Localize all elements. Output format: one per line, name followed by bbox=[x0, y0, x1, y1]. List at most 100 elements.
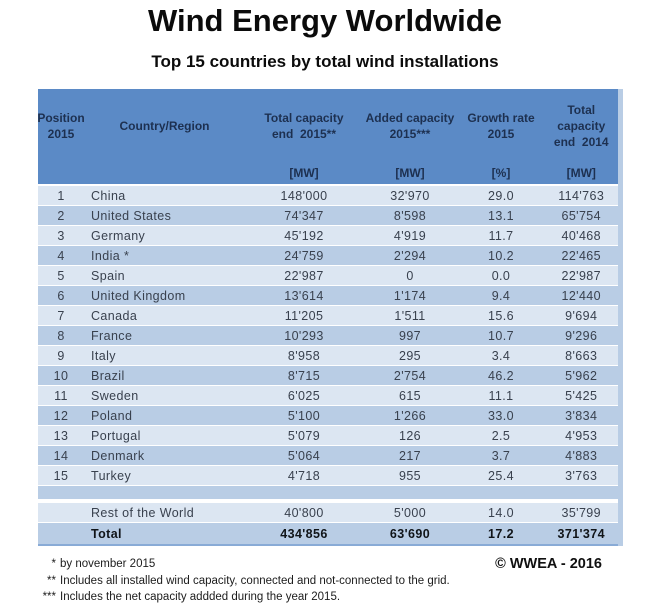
cell-total-2015: 24'759 bbox=[245, 245, 363, 266]
column-header-added-capacity-2015: Added capacity 2015*** [MW] bbox=[363, 89, 457, 186]
cell-position: 3 bbox=[38, 225, 84, 246]
cell-growth-2015: 46.2 bbox=[457, 365, 545, 386]
column-header-unit: [MW] bbox=[566, 166, 596, 180]
cell-added-2015: 126 bbox=[363, 425, 457, 446]
cell-total-2015: 5'064 bbox=[245, 445, 363, 466]
footnote-line: * by november 2015 bbox=[30, 558, 450, 572]
cell-total-2014: 3'834 bbox=[545, 405, 620, 426]
cell-total-2014: 9'694 bbox=[545, 305, 620, 326]
cell-growth-2015: 13.1 bbox=[457, 205, 545, 226]
cell-country: Germany bbox=[84, 225, 245, 246]
cell-country: Poland bbox=[84, 405, 245, 426]
cell-position: 5 bbox=[38, 265, 84, 286]
table-row: 9 Italy 8'958 295 3.4 8'663 bbox=[38, 345, 620, 366]
cell-position: 12 bbox=[38, 405, 84, 426]
column-header-label: Added capacity 2015*** bbox=[365, 110, 455, 141]
footnote-text: by november 2015 bbox=[60, 558, 156, 570]
table-row: 1 China 148'000 32'970 29.0 114'763 bbox=[38, 185, 620, 206]
cell-added-2015: 4'919 bbox=[363, 225, 457, 246]
cell-total-2015: 4'718 bbox=[245, 465, 363, 486]
cell-country: United States bbox=[84, 205, 245, 226]
cell-country: Total bbox=[84, 522, 245, 546]
cell-country: Rest of the World bbox=[84, 503, 245, 523]
copyright: © WWEA - 2016 bbox=[495, 556, 602, 572]
footnote-marker: ** bbox=[47, 574, 56, 587]
cell-added-2015: 615 bbox=[363, 385, 457, 406]
summary-row-total: Total 434'856 63'690 17.2 371'374 bbox=[38, 522, 620, 546]
footnote-marker: *** bbox=[42, 591, 56, 603]
summary-row-rest-of-world: Rest of the World 40'800 5'000 14.0 35'799 bbox=[38, 503, 620, 523]
cell-total-2015: 6'025 bbox=[245, 385, 363, 406]
cell-added-2015: 0 bbox=[363, 265, 457, 286]
column-header-country: Country/Region bbox=[84, 89, 245, 186]
cell-growth-2015: 0.0 bbox=[457, 265, 545, 286]
cell-total-2015: 10'293 bbox=[245, 325, 363, 346]
cell-country: Turkey bbox=[84, 465, 245, 486]
cell-total-2015: 8'958 bbox=[245, 345, 363, 366]
footnote-text: Includes the net capacity addded during … bbox=[60, 591, 341, 603]
cell-total-2014: 35'799 bbox=[545, 503, 620, 523]
table-row: 10 Brazil 8'715 2'754 46.2 5'962 bbox=[38, 365, 620, 386]
cell-country: Brazil bbox=[84, 365, 245, 386]
table-body: 1 China 148'000 32'970 29.0 114'763 2 United St… bbox=[38, 185, 620, 546]
cell-country: United Kingdom bbox=[84, 285, 245, 306]
cell-total-2014 bbox=[545, 485, 620, 500]
cell-position bbox=[38, 485, 84, 500]
cell-total-2014: 65'754 bbox=[545, 205, 620, 226]
table-row: 15 Turkey 4'718 955 25.4 3'763 bbox=[38, 465, 620, 486]
cell-country: Italy bbox=[84, 345, 245, 366]
table-header: Position 2015 Country/Region Total capac… bbox=[37, 89, 620, 186]
table-row: 14 Denmark 5'064 217 3.7 4'883 bbox=[38, 445, 620, 466]
cell-country: Canada bbox=[84, 305, 245, 326]
table-row: 6 United Kingdom 13'614 1'174 9.4 12'440 bbox=[38, 285, 620, 306]
table-row: 2 United States 74'347 8'598 13.1 65'754 bbox=[38, 205, 620, 226]
cell-position: 1 bbox=[38, 185, 84, 206]
cell-added-2015: 2'754 bbox=[363, 365, 457, 386]
cell-total-2014: 3'763 bbox=[545, 465, 620, 486]
table-row: 8 France 10'293 997 10.7 9'296 bbox=[38, 325, 620, 346]
cell-growth-2015: 2.5 bbox=[457, 425, 545, 446]
footnote-text: Includes all installed wind capacity, co… bbox=[60, 574, 450, 587]
cell-total-2014: 4'883 bbox=[545, 445, 620, 466]
cell-position: 2 bbox=[38, 205, 84, 226]
cell-position: 11 bbox=[38, 385, 84, 406]
cell-position: 7 bbox=[38, 305, 84, 326]
cell-growth-2015: 11.7 bbox=[457, 225, 545, 246]
cell-added-2015: 2'294 bbox=[363, 245, 457, 266]
cell-total-2015 bbox=[245, 485, 363, 500]
cell-country: Sweden bbox=[84, 385, 245, 406]
cell-country: India * bbox=[84, 245, 245, 266]
column-header-label: Total capacity end 2015** bbox=[264, 110, 344, 141]
column-header-total-capacity-2014: Total capacity end 2014 [MW] bbox=[545, 89, 620, 186]
column-header-label: Position 2015 bbox=[37, 110, 85, 141]
cell-position: 8 bbox=[38, 325, 84, 346]
cell-country: Portugal bbox=[84, 425, 245, 446]
cell-total-2015: 11'205 bbox=[245, 305, 363, 326]
cell-country: Spain bbox=[84, 265, 245, 286]
cell-total-2014: 22'987 bbox=[545, 265, 620, 286]
cell-country bbox=[84, 485, 245, 500]
cell-added-2015: 32'970 bbox=[363, 185, 457, 206]
cell-added-2015: 8'598 bbox=[363, 205, 457, 226]
cell-added-2015: 295 bbox=[363, 345, 457, 366]
cell-growth-2015: 10.2 bbox=[457, 245, 545, 266]
cell-growth-2015: 29.0 bbox=[457, 185, 545, 206]
table-row: 7 Canada 11'205 1'511 15.6 9'694 bbox=[38, 305, 620, 326]
cell-added-2015: 63'690 bbox=[363, 522, 457, 546]
cell-added-2015: 955 bbox=[363, 465, 457, 486]
footnotes: * by november 2015 ** Includes all installe… bbox=[30, 558, 450, 608]
cell-growth-2015: 9.4 bbox=[457, 285, 545, 306]
cell-total-2014: 22'465 bbox=[545, 245, 620, 266]
table-row: 3 Germany 45'192 4'919 11.7 40'468 bbox=[38, 225, 620, 246]
cell-country: France bbox=[84, 325, 245, 346]
cell-total-2015: 5'100 bbox=[245, 405, 363, 426]
page-subtitle: Top 15 countries by total wind installat… bbox=[151, 52, 499, 71]
footnote-line: ** Includes all installed wind capacity, … bbox=[30, 575, 450, 589]
cell-total-2014: 9'296 bbox=[545, 325, 620, 346]
cell-total-2014: 12'440 bbox=[545, 285, 620, 306]
wind-installations-table: Position 2015 Country/Region Total capac… bbox=[37, 89, 623, 546]
page-title: Wind Energy Worldwide bbox=[148, 3, 502, 38]
column-header-unit: [MW] bbox=[395, 166, 425, 180]
gap-cell bbox=[38, 499, 620, 503]
